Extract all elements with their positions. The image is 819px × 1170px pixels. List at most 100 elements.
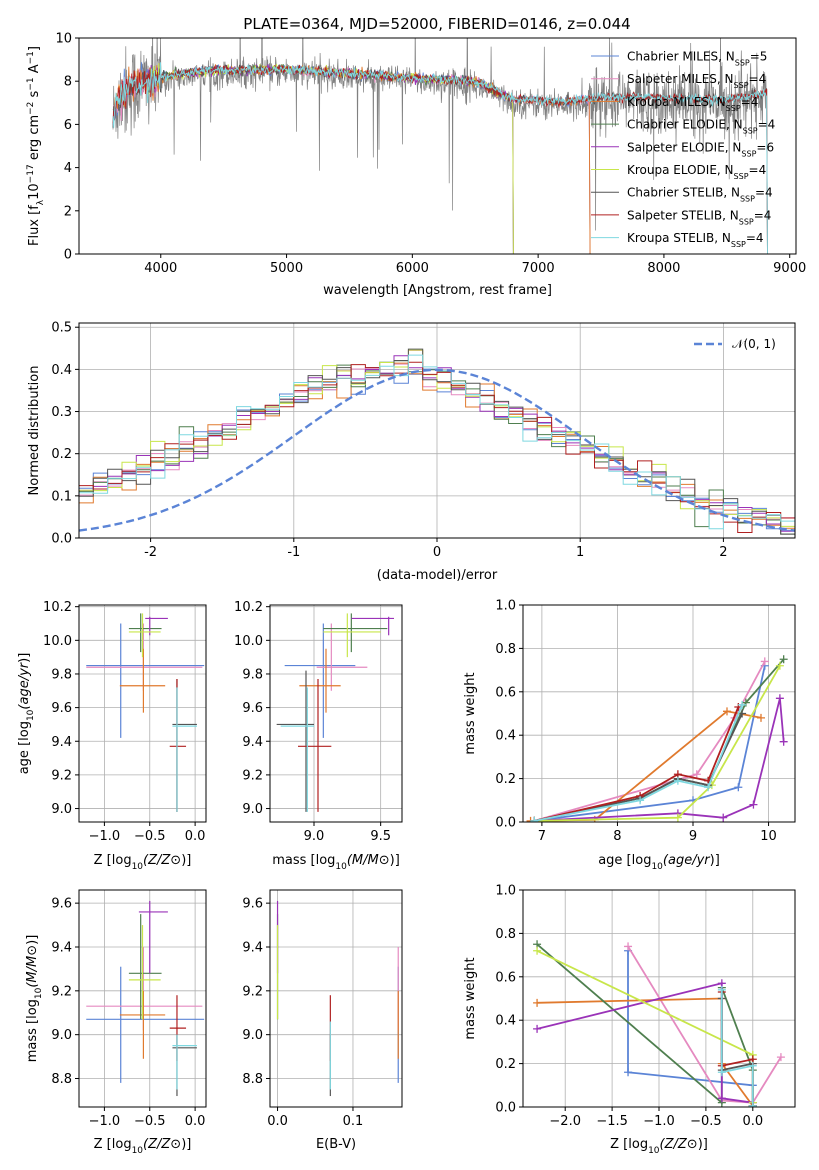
label-superscript: −1 xyxy=(26,51,36,64)
model-line-kroupa-stelib xyxy=(112,62,768,254)
axes-frame xyxy=(269,889,403,1108)
mass-vs-metallicity-panel: −1.0 −0.5 0.08.89.09.29.49.6Z [log10(Z/Z⊙)… xyxy=(25,889,207,1156)
y-tick-label: 0.0 xyxy=(495,816,516,831)
y-tick-label: 0.8 xyxy=(495,642,516,657)
x-axis-label: Z [log10(Z/Z⊙)] xyxy=(94,1137,192,1156)
x-tick-label: 6000 xyxy=(396,261,429,276)
legend-label-kroupa-stelib: Kroupa STELIB, NSSP=4 xyxy=(627,231,764,249)
x-tick-label: −1.0 xyxy=(89,829,121,844)
weight-marker-kroupa-stelib xyxy=(717,1068,726,1077)
label-subscript: 10 xyxy=(34,987,44,999)
y-tick-label: 9.2 xyxy=(242,984,263,999)
label-subscript: 10 xyxy=(132,1146,144,1156)
weight-line-kroupa-miles xyxy=(537,997,754,1107)
x-tick-label: 9.5 xyxy=(370,829,391,844)
legend-text: =5 xyxy=(750,50,768,64)
x-axis-label: wavelength [Angstrom, rest frame] xyxy=(323,283,552,298)
plot-area xyxy=(86,900,205,1097)
x-axis-label: E(B-V) xyxy=(316,1137,356,1152)
weight-line-salpeter-miles xyxy=(534,660,766,822)
weight-line-salpeter-miles xyxy=(627,945,782,1104)
y-tick-label: 0.6 xyxy=(495,970,516,985)
label-part: (Z/Z xyxy=(143,853,171,868)
weight-line-salpeter-elodie xyxy=(534,698,785,822)
legend-label-salpeter-miles: Salpeter MILES, NSSP=4 xyxy=(627,72,766,90)
legend-text: =4 xyxy=(754,208,772,222)
y-tick-label: 1.0 xyxy=(495,599,516,614)
weight-marker-kroupa-stelib xyxy=(717,985,726,994)
y-tick-label: 8.8 xyxy=(242,1072,263,1087)
y-tick-label: 9.0 xyxy=(242,802,263,817)
legend-text: =4 xyxy=(741,95,759,109)
x-tick-label: −0.5 xyxy=(134,829,166,844)
legend-text: =4 xyxy=(749,163,767,177)
y-tick-label: 9.6 xyxy=(51,701,72,716)
weight-marker-salpeter-miles xyxy=(692,770,701,779)
x-tick-label: -1 xyxy=(287,545,300,560)
x-tick-label: −0.5 xyxy=(690,1114,722,1129)
label-part: ⊙)] xyxy=(379,853,400,868)
weight-marker-salpeter-elodie xyxy=(717,1094,726,1103)
label-part: (M/M xyxy=(25,956,40,988)
label-subscript: λ xyxy=(36,199,46,205)
label-part: ] xyxy=(27,46,42,51)
y-tick-label: 8 xyxy=(64,75,72,90)
weight-marker-salpeter-miles xyxy=(624,942,633,951)
y-tick-label: 1.0 xyxy=(495,884,516,899)
legend-text: Chabrier STELIB, N xyxy=(627,186,740,200)
y-tick-label: 9.4 xyxy=(242,735,263,750)
weight-marker-kroupa-stelib xyxy=(704,783,713,792)
model-line-chabrier-elodie xyxy=(147,64,514,254)
legend-label-kroupa-elodie: Kroupa ELODIE, NSSP=4 xyxy=(627,163,766,181)
weight-marker-salpeter-elodie xyxy=(533,1024,542,1033)
axes-frame xyxy=(78,604,207,823)
plot-area xyxy=(276,613,394,812)
y-tick-label: 10 xyxy=(55,32,72,47)
weight-marker-salpeter-elodie xyxy=(719,813,728,822)
label-superscript: −1 xyxy=(26,77,36,90)
y-tick-label: 9.4 xyxy=(242,940,263,955)
plot-area xyxy=(526,655,788,822)
weight-marker-kroupa-elodie xyxy=(533,946,542,955)
plot-area xyxy=(86,613,205,812)
legend-text: =4 xyxy=(749,72,767,86)
legend-label-chabrier-stelib: Chabrier STELIB, NSSP=4 xyxy=(627,186,773,204)
histogram-chabrier-elodie xyxy=(79,360,795,538)
axes-frame xyxy=(78,37,797,255)
x-tick-label: 10 xyxy=(760,829,777,844)
y-tick-label: 0.4 xyxy=(495,1014,516,1029)
weight-line-salpeter-stelib xyxy=(720,992,754,1106)
y-tick-label: 9.6 xyxy=(242,897,263,912)
weight-marker-kroupa-stelib xyxy=(738,700,747,709)
legend-text: Chabrier MILES, N xyxy=(627,50,735,64)
label-subscript: 10 xyxy=(651,862,663,872)
legend-label-normal: 𝒩(0, 1) xyxy=(732,337,776,351)
y-tick-label: 0.2 xyxy=(495,1057,516,1072)
weight-line-chabrier-miles xyxy=(627,950,754,1106)
weight-marker-salpeter-elodie xyxy=(779,737,788,746)
x-tick-label: 8 xyxy=(613,829,621,844)
label-part: ⊙)] xyxy=(687,1137,708,1152)
legend-label-chabrier-miles: Chabrier MILES, NSSP=5 xyxy=(627,50,767,68)
y-axis-label: mass weight xyxy=(463,957,478,1039)
weight-marker-kroupa-elodie xyxy=(775,661,784,670)
legend-subscript: SSP xyxy=(734,81,749,90)
x-tick-label: −1.5 xyxy=(596,1114,628,1129)
legend-text: Salpeter ELODIE, N xyxy=(627,140,741,154)
weight-marker-salpeter-miles xyxy=(760,657,769,666)
label-part: Z [log xyxy=(610,1137,648,1152)
y-tick-label: 10.0 xyxy=(234,634,263,649)
x-axis-label: Z [log10(Z/Z⊙)] xyxy=(610,1137,708,1156)
legend-text: =4 xyxy=(758,118,776,132)
y-tick-label: 0.3 xyxy=(51,405,72,420)
y-axis-label: mass weight xyxy=(463,672,478,754)
x-tick-label: 9000 xyxy=(773,261,806,276)
y-tick-label: 0.6 xyxy=(495,685,516,700)
y-tick-label: 9.6 xyxy=(51,897,72,912)
weight-marker-kroupa-stelib xyxy=(748,1101,757,1107)
label-part: (Z/Z xyxy=(143,1137,171,1152)
histogram-kroupa-elodie xyxy=(79,349,795,530)
y-tick-label: 9.2 xyxy=(51,768,72,783)
